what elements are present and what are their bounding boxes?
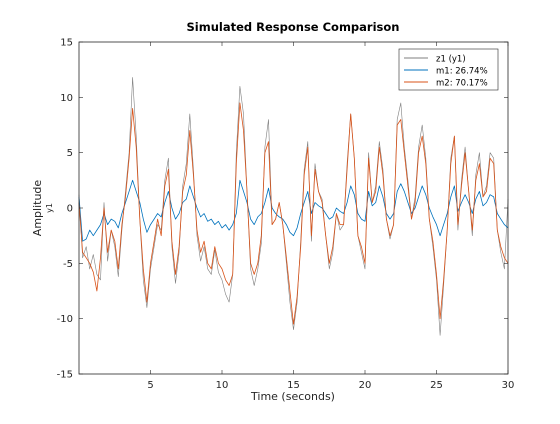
y-tick-label: 10 [60, 93, 73, 104]
legend-label-1: z1 (y1) [436, 55, 466, 65]
legend-label-3: m2: 70.17% [436, 79, 488, 89]
x-axis-ticks: 5 10 15 20 25 30 [147, 42, 514, 391]
chart-title: Simulated Response Comparison [187, 20, 400, 34]
y-axis-ticks: -15 -10 -5 0 5 10 15 [57, 38, 508, 381]
series-line-3 [78, 102, 509, 325]
legend-box [398, 48, 499, 91]
legend-label-2: m1: 26.74% [436, 67, 488, 77]
series-line-2 [78, 179, 509, 242]
x-tick-label: 10 [216, 380, 229, 391]
y-tick-label: -15 [57, 370, 73, 381]
y-tick-label: -10 [57, 314, 73, 325]
x-tick-label: 5 [147, 380, 153, 391]
x-tick-label: 20 [359, 380, 372, 391]
legend: z1 (y1) m1: 26.74% m2: 70.17% [398, 48, 499, 91]
series-line-1 [78, 77, 509, 336]
x-tick-label: 25 [430, 380, 443, 391]
x-axis-label: Time (seconds) [250, 390, 335, 403]
y-tick-label: -5 [63, 259, 73, 270]
y-tick-label: 5 [67, 148, 73, 159]
x-tick-label: 30 [502, 380, 515, 391]
x-tick-label: 15 [287, 380, 300, 391]
y-tick-label: 0 [67, 204, 73, 215]
plot-lines [78, 77, 509, 336]
y-tick-label: 15 [60, 38, 73, 49]
y-axis-output-label: y1 [45, 203, 54, 213]
y-axis-label: Amplitude [31, 180, 44, 237]
